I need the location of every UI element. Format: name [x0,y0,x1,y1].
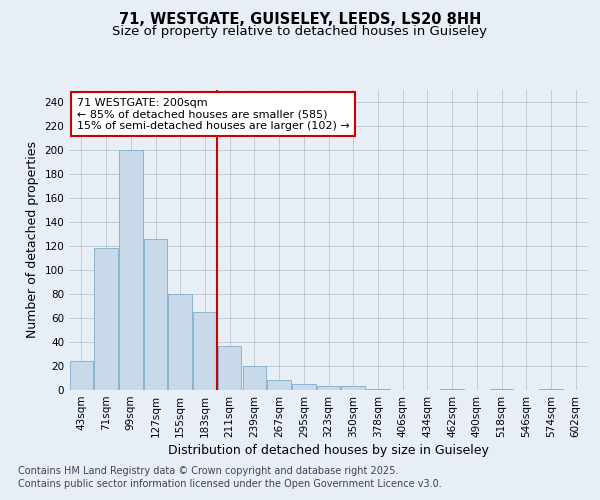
X-axis label: Distribution of detached houses by size in Guiseley: Distribution of detached houses by size … [168,444,489,457]
Bar [490,389,513,390]
Bar [169,294,192,390]
Bar [539,389,563,390]
Bar [268,380,291,390]
Bar [144,239,167,390]
Bar [341,386,365,390]
Bar [292,384,316,390]
Bar [242,366,266,390]
Bar [317,386,340,390]
Bar [193,312,217,390]
Text: Size of property relative to detached houses in Guiseley: Size of property relative to detached ho… [113,25,487,38]
Bar [70,361,93,390]
Text: 71, WESTGATE, GUISELEY, LEEDS, LS20 8HH: 71, WESTGATE, GUISELEY, LEEDS, LS20 8HH [119,12,481,28]
Bar [119,150,143,390]
Bar [94,248,118,390]
Y-axis label: Number of detached properties: Number of detached properties [26,142,39,338]
Bar [440,389,464,390]
Text: 71 WESTGATE: 200sqm
← 85% of detached houses are smaller (585)
15% of semi-detac: 71 WESTGATE: 200sqm ← 85% of detached ho… [77,98,350,130]
Bar [366,389,389,390]
Bar [218,346,241,390]
Text: Contains HM Land Registry data © Crown copyright and database right 2025.: Contains HM Land Registry data © Crown c… [18,466,398,476]
Text: Contains public sector information licensed under the Open Government Licence v3: Contains public sector information licen… [18,479,442,489]
